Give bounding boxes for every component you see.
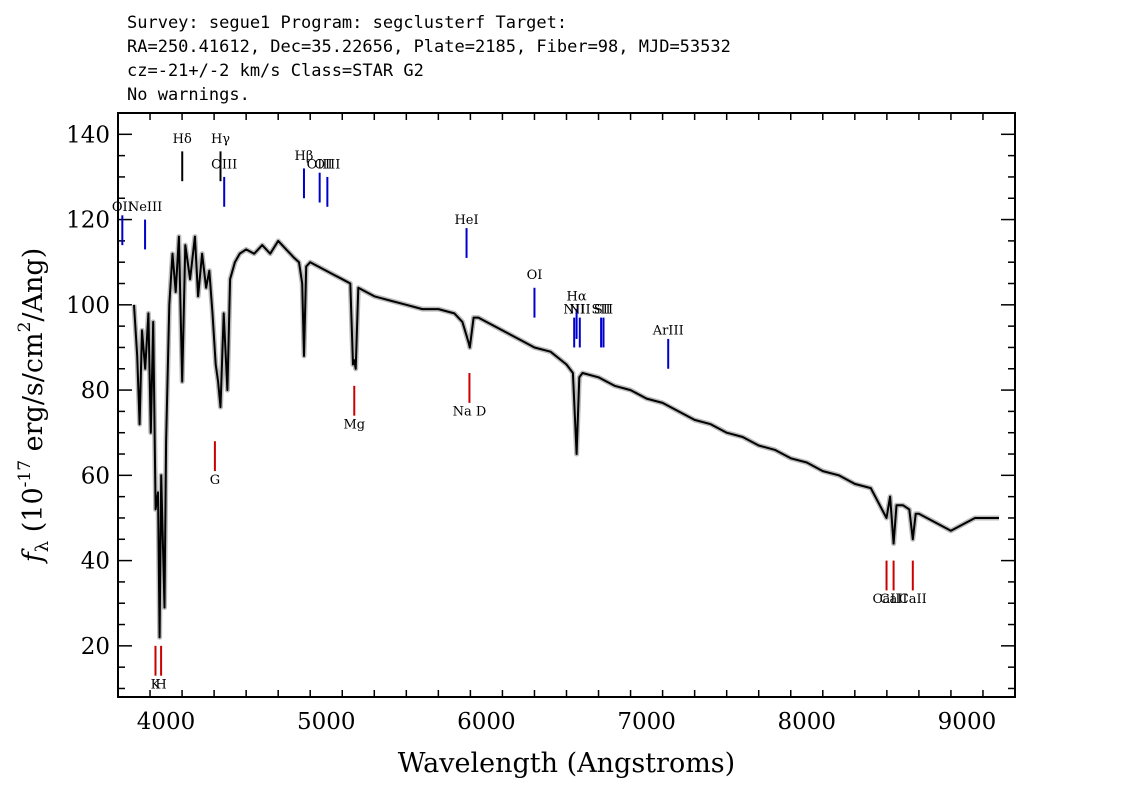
emission-line-label: OIII: [211, 157, 237, 172]
tick-marks: [117, 113, 1016, 697]
absorption-line-label: CaII: [880, 592, 908, 607]
emission-line-label: OIII: [314, 157, 340, 172]
x-tick-label: 7000: [617, 709, 676, 735]
emission-line-label: SII: [594, 302, 613, 317]
emission-line-label: SII: [592, 302, 611, 317]
x-tick-label: 4000: [137, 709, 196, 735]
emission-line-label: NII: [569, 302, 591, 317]
header-coordinates-line: RA=250.41612, Dec=35.22656, Plate=2185, …: [127, 37, 731, 57]
emission-line-label: NII: [563, 302, 585, 317]
absorption-line-label: CaII: [899, 592, 927, 607]
absorption-line-label: H: [155, 677, 166, 692]
x-tick-label: 8000: [777, 709, 836, 735]
y-tick-label: 100: [66, 293, 110, 319]
x-axis-label: Wavelength (Angstroms): [398, 748, 735, 779]
spectrum-line: [133, 235, 999, 639]
x-tick-label: 5000: [297, 709, 356, 735]
emission-line-label: Hβ: [295, 149, 314, 164]
y-tick-label: 120: [66, 208, 110, 234]
absorption-line-label: Na D: [453, 405, 487, 420]
plot-frame: [117, 112, 1016, 698]
y-tick-label: 80: [81, 378, 110, 404]
emission-line-label: HeI: [454, 213, 478, 228]
x-tick-label: 9000: [938, 709, 997, 735]
tick-labels: 4000 5000 6000 7000 8000 9000 20 40 60 80 100 120 14…: [66, 122, 996, 735]
absorption-line-label: CaII: [873, 592, 901, 607]
emission-line-label: OIII: [307, 157, 333, 172]
y-axis-label: fλ (10-17 erg/s/cm2/Ang): [15, 248, 53, 564]
y-tick-label: 20: [81, 634, 110, 660]
header-warnings-line: No warnings.: [127, 85, 250, 105]
absorption-line-label: Mg: [343, 417, 365, 432]
emission-line-label: Hα: [567, 290, 587, 305]
emission-line-label: Hδ: [173, 132, 192, 147]
absorption-line-label: G: [210, 473, 220, 488]
y-tick-label: 40: [81, 549, 110, 575]
emission-line-label: Hγ: [211, 132, 230, 147]
absorption-line-label: K: [151, 677, 161, 692]
header-survey-line: Survey: segue1 Program: segclusterf Targ…: [127, 13, 568, 33]
y-tick-label: 140: [66, 122, 110, 148]
y-tick-label: 60: [81, 463, 110, 489]
spectrum-series: [131, 234, 999, 640]
emission-line-label: OI: [527, 268, 543, 283]
x-tick-label: 6000: [457, 709, 516, 735]
emission-line-label: ArIII: [652, 324, 684, 339]
header-redshift-class-line: cz=-21+/-2 km/s Class=STAR G2: [127, 61, 424, 81]
emission-line-label: NeIII: [128, 200, 162, 215]
